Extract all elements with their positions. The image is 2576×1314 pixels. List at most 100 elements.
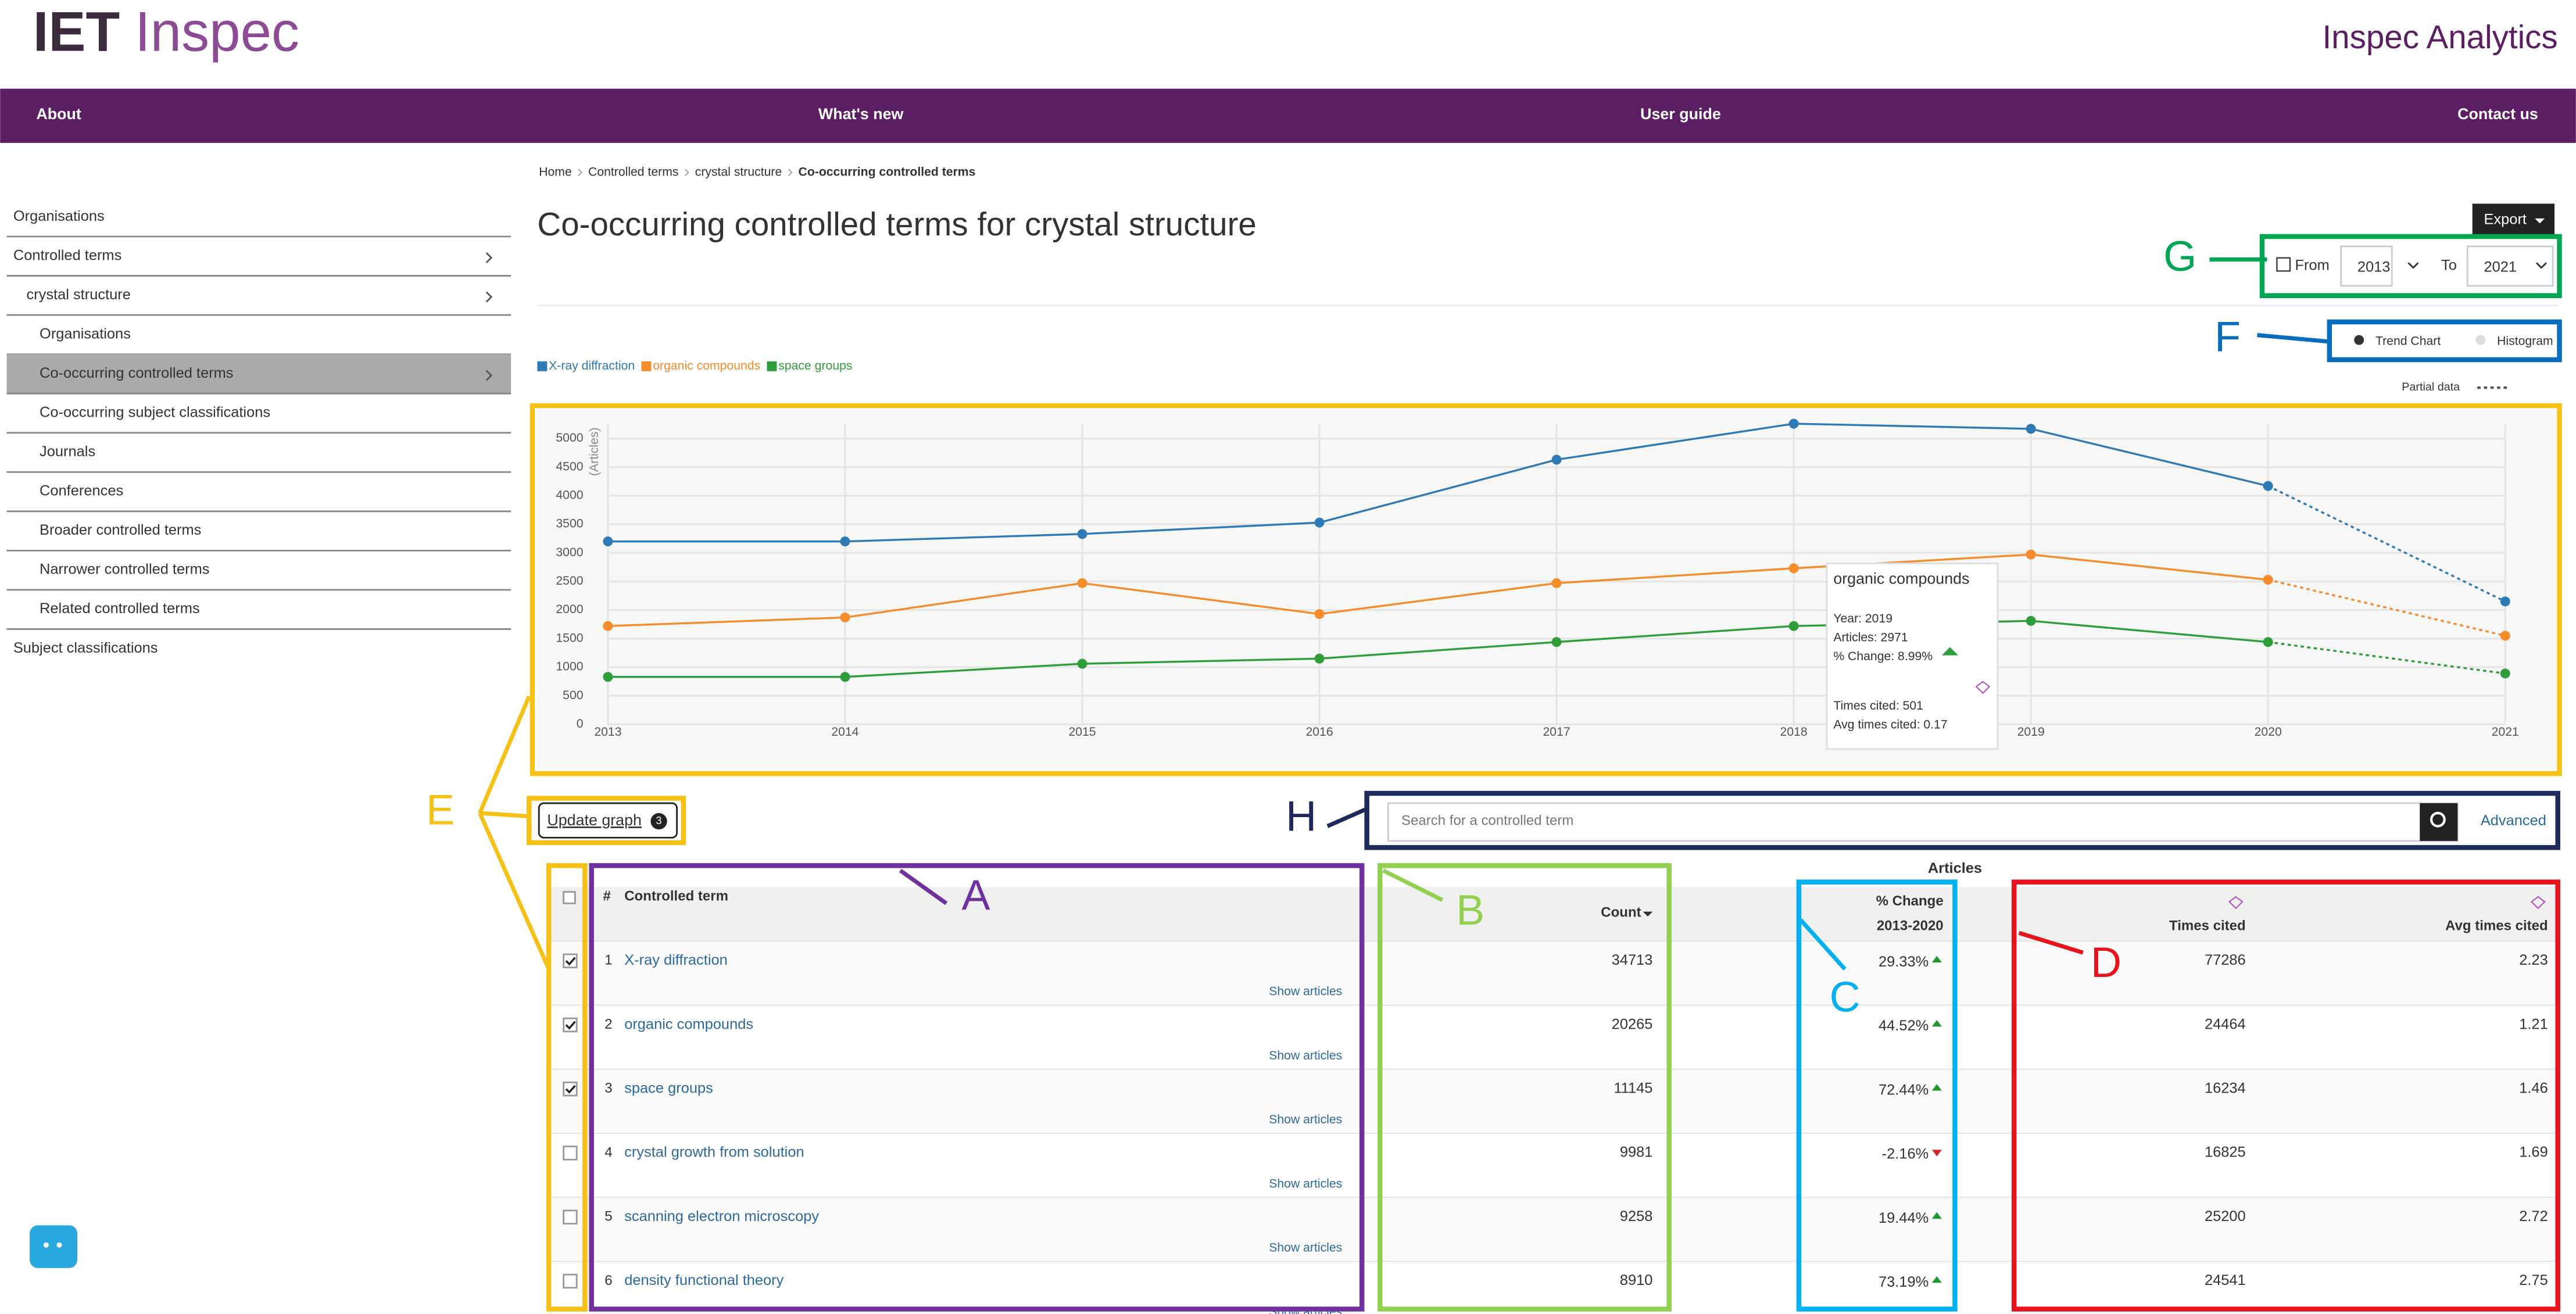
sidebar-link[interactable]: Organisations <box>40 325 131 342</box>
checkbox[interactable] <box>563 1145 578 1161</box>
annotation-letter: B <box>1456 886 1484 934</box>
row-number: 4 <box>604 1144 612 1160</box>
radio[interactable] <box>2475 335 2486 345</box>
term-link[interactable]: density functional theory <box>624 1272 783 1288</box>
legend-label[interactable]: X-ray diffraction <box>549 359 635 373</box>
chat-button[interactable] <box>30 1225 78 1268</box>
from-select[interactable] <box>2340 245 2393 287</box>
legend-swatch <box>537 361 548 371</box>
chevron <box>485 252 493 263</box>
data-point <box>603 536 613 547</box>
column-header: Controlled term <box>624 888 728 904</box>
sidebar-link[interactable]: Co-occurring controlled terms <box>40 365 233 381</box>
nav-link[interactable]: Contact us <box>2457 105 2538 123</box>
logo-product: Inspec <box>135 1 299 63</box>
trend-arrow <box>1931 1150 1942 1157</box>
times-cited: 24541 <box>2205 1272 2246 1288</box>
logo-brand: IET <box>33 1 120 63</box>
term-link[interactable]: X-ray diffraction <box>624 952 728 968</box>
term-link[interactable]: space groups <box>624 1080 713 1097</box>
show-articles-link[interactable]: Show articles <box>1269 1177 1342 1190</box>
breadcrumb[interactable]: crystal structure <box>695 165 782 178</box>
search-button[interactable] <box>2420 803 2458 842</box>
checkbox[interactable] <box>563 1017 578 1033</box>
advanced-link[interactable]: Advanced <box>2481 812 2546 829</box>
badge-count: 3 <box>656 814 661 826</box>
partial-label: Partial data <box>2402 381 2460 393</box>
to-value: 2021 <box>2484 259 2517 275</box>
trend-arrow <box>1931 1084 1942 1091</box>
table-row <box>550 1069 2559 1134</box>
data-point <box>1077 529 1087 539</box>
from-label: From <box>2295 257 2329 274</box>
nav-link[interactable]: User guide <box>1640 105 1721 123</box>
annotation-box <box>1796 879 1958 1312</box>
term-link[interactable]: scanning electron microscopy <box>624 1208 819 1225</box>
sidebar-link[interactable]: Organisations <box>13 208 105 224</box>
toggle-label: Histogram <box>2497 334 2553 348</box>
legend-label[interactable]: space groups <box>778 359 852 373</box>
radio[interactable] <box>2354 335 2364 345</box>
update-graph-label: Update graph <box>547 811 642 829</box>
show-articles-link[interactable]: Show articles <box>1269 985 1342 998</box>
x-tick-label: 2013 <box>594 725 621 739</box>
partial-line <box>2267 578 2506 637</box>
annotation-box <box>546 863 588 1312</box>
show-articles-link[interactable]: Show articles <box>1269 1113 1342 1126</box>
column-header: # <box>603 888 610 904</box>
y-tick-label: 5000 <box>556 431 583 445</box>
group-header: Articles <box>1928 860 1982 876</box>
series-line <box>607 553 2269 627</box>
table-header <box>550 887 2558 941</box>
table-row <box>550 940 2559 1006</box>
sidebar-link[interactable]: Subject classifications <box>13 640 158 656</box>
calendar-icon <box>2276 257 2291 272</box>
search-box[interactable] <box>1387 802 2459 842</box>
y-tick-label: 500 <box>563 689 583 702</box>
sidebar-link[interactable]: Controlled terms <box>13 247 121 263</box>
show-articles-link[interactable]: Show articles <box>1269 1241 1342 1255</box>
checkbox[interactable] <box>563 953 578 969</box>
annotation-line <box>478 695 531 814</box>
search-placeholder: Search for a controlled term <box>1401 812 1573 828</box>
caret <box>2535 218 2545 224</box>
sidebar-link[interactable]: Conferences <box>40 483 123 499</box>
column-header: Avg times cited <box>2445 918 2548 933</box>
sidebar-link[interactable]: Related controlled terms <box>40 600 200 617</box>
separator <box>788 169 793 177</box>
annotation-letter: C <box>1830 973 1861 1021</box>
show-articles-link[interactable]: Show articles <box>1269 1049 1342 1062</box>
checkbox[interactable] <box>563 1082 578 1097</box>
data-point <box>2026 424 2036 434</box>
sidebar-link[interactable]: Broader controlled terms <box>40 522 201 538</box>
x-tick-label: 2014 <box>831 725 858 739</box>
term-link[interactable]: organic compounds <box>624 1016 753 1032</box>
term-link[interactable]: crystal growth from solution <box>624 1144 804 1161</box>
nav-bar <box>0 88 2576 143</box>
legend-label[interactable]: organic compounds <box>653 359 760 373</box>
tooltip-line: Year: 2019 <box>1833 612 1892 625</box>
annotation-line <box>2018 930 2084 955</box>
sidebar-link[interactable]: crystal structure <box>26 287 130 303</box>
data-point <box>1314 609 1325 620</box>
sidebar-link[interactable]: Narrower controlled terms <box>40 561 209 578</box>
update-graph-button[interactable] <box>538 802 678 839</box>
breadcrumb[interactable]: Controlled terms <box>588 165 678 178</box>
sidebar-link[interactable]: Co-occurring subject classifications <box>40 404 270 421</box>
percent-change: 29.33% <box>1879 954 1929 970</box>
nav-link[interactable]: About <box>36 105 81 123</box>
active-item <box>6 354 511 394</box>
nav-link[interactable]: What's new <box>818 105 904 123</box>
annotation-letter: A <box>962 871 990 919</box>
y-tick-label: 4000 <box>556 489 583 502</box>
data-point <box>2263 637 2273 647</box>
data-point <box>2263 481 2273 491</box>
breadcrumb[interactable]: Home <box>539 165 572 178</box>
sidebar-link[interactable]: Journals <box>40 443 95 460</box>
avg-cited: 2.23 <box>2519 952 2548 968</box>
checkbox[interactable] <box>563 1273 578 1289</box>
checkbox[interactable] <box>563 891 576 904</box>
checkbox[interactable] <box>563 1209 578 1225</box>
data-point <box>1314 653 1325 664</box>
